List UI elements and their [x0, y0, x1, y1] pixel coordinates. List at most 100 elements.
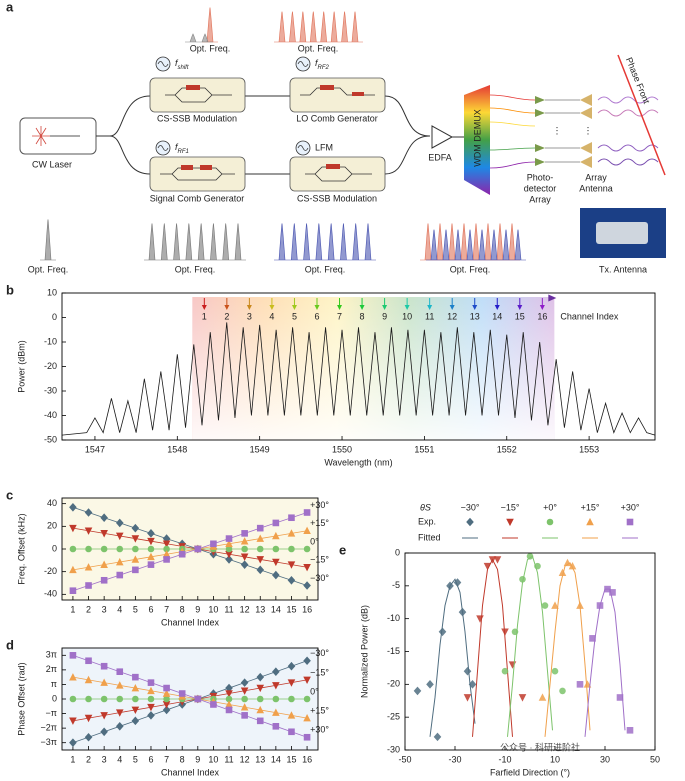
marker [147, 545, 155, 553]
series-label: 0° [310, 536, 319, 546]
spectrum-label: Opt. Freq. [28, 264, 69, 274]
marker [162, 705, 171, 715]
channel-label: 3 [247, 311, 252, 321]
watermark: 公众号 · 科研进阶社 [500, 741, 580, 752]
x-tick-label: 1552 [497, 444, 517, 454]
marker [303, 526, 311, 535]
marker [115, 532, 124, 541]
y-tick-label: 0 [52, 312, 57, 322]
channel-label: 2 [224, 311, 229, 321]
channel-label: 8 [360, 311, 365, 321]
mini-spectrum [185, 33, 213, 43]
legend-label: +30° [621, 502, 640, 512]
marker [178, 550, 186, 558]
fitted-line [544, 562, 591, 737]
marker [162, 550, 171, 558]
y-tick-label: −π [46, 708, 57, 718]
marker [287, 711, 296, 719]
block-label: CS-SSB Modulation [157, 113, 237, 123]
series-line [72, 506, 308, 586]
amplifier [431, 125, 454, 149]
series-label: −15° [310, 667, 329, 677]
marker [194, 695, 202, 703]
marker [116, 545, 124, 553]
marker [84, 527, 93, 535]
mini-spectrum [144, 223, 246, 261]
marker [538, 693, 547, 701]
marker [69, 717, 77, 725]
marker [518, 694, 527, 702]
marker [115, 518, 124, 528]
marker [446, 581, 454, 591]
channel-arrow-head [494, 305, 500, 310]
x-tick-label: 15 [286, 604, 296, 614]
marker [288, 514, 295, 522]
x-tick-label: 10 [208, 754, 218, 764]
x-axis-label: Wavelength (nm) [324, 457, 392, 467]
marker [225, 695, 233, 703]
marker [147, 529, 155, 538]
fitted-line [584, 588, 626, 737]
marker [100, 560, 108, 568]
y-tick-label: 0 [395, 547, 400, 557]
marker [506, 518, 514, 527]
x-tick-label: 4 [117, 754, 122, 764]
marker [303, 581, 311, 590]
marker [576, 681, 584, 688]
marker [272, 531, 280, 540]
mini-spectrum [274, 223, 376, 261]
marker [303, 563, 311, 572]
x-tick-label: 12 [240, 604, 250, 614]
marker [604, 585, 611, 593]
marker [526, 552, 534, 560]
y-tick-label: -20 [44, 566, 57, 576]
x-tick-label: 13 [255, 754, 265, 764]
marker [69, 652, 77, 659]
channel-arrow-head [404, 305, 410, 310]
y-tick-label: -15 [387, 646, 400, 656]
plot-frame [61, 497, 319, 601]
legend-label: −30° [461, 502, 480, 512]
antenna-label: Antenna [579, 183, 613, 193]
channel-arrow-head [314, 305, 320, 310]
x-tick-label: -30 [448, 754, 461, 764]
x-tick-label: 7 [164, 754, 169, 764]
marker [131, 716, 140, 726]
series-line [72, 527, 308, 568]
x-tick-label: 7 [164, 604, 169, 614]
panel-label: a [6, 0, 14, 14]
waveguide [96, 95, 431, 175]
y-tick-label: -30 [387, 744, 400, 754]
y-tick-label: -40 [44, 589, 57, 599]
x-tick-label: 13 [255, 604, 265, 614]
marker [85, 657, 92, 665]
marker [256, 684, 265, 693]
marker [69, 565, 77, 574]
marker [225, 683, 233, 693]
x-tick-label: 16 [302, 754, 312, 764]
legend-label: +0° [543, 502, 557, 512]
x-tick-label: 1550 [332, 444, 352, 454]
x-tick-label: 2 [86, 754, 91, 764]
x-tick-label: 2 [86, 604, 91, 614]
marker [272, 558, 280, 567]
source-subscript: RF2 [318, 65, 330, 71]
x-tick-label: 3 [102, 604, 107, 614]
marker [69, 738, 77, 747]
spectrum-label: Opt. Freq. [175, 264, 216, 274]
series-line [72, 660, 308, 744]
series-line [72, 676, 308, 719]
marker [287, 679, 296, 687]
marker [241, 712, 248, 719]
spectrum-label: Opt. Freq. [298, 43, 339, 53]
x-tick-label: 15 [286, 754, 296, 764]
x-tick-label: 5 [133, 604, 138, 614]
marker [596, 602, 604, 609]
amplifier-label: EDFA [428, 152, 452, 162]
y-tick-label: -20 [387, 679, 400, 689]
channel-arrow-head [427, 305, 433, 310]
marker [115, 557, 124, 566]
plot-frame [61, 647, 319, 751]
marker [303, 733, 311, 741]
